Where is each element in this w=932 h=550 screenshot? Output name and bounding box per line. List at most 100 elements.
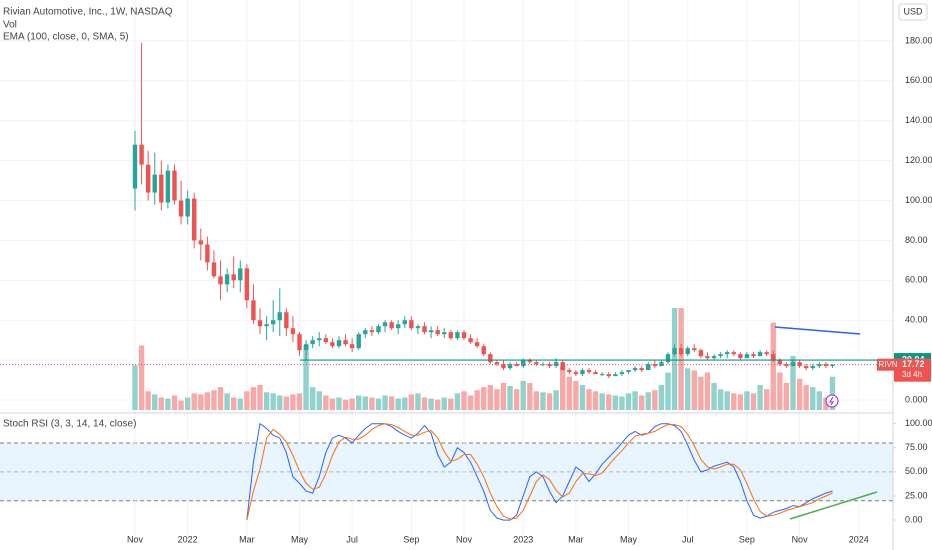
plot <box>0 42 893 521</box>
candle-body <box>599 374 605 376</box>
candle-body <box>665 354 671 363</box>
grid <box>0 0 893 538</box>
volume-bar <box>711 382 717 410</box>
candle-body <box>672 348 677 355</box>
candle-body <box>238 268 243 281</box>
volume-bar <box>790 355 796 410</box>
volume-bar <box>290 394 296 410</box>
volume-bar <box>750 393 757 410</box>
volume-bar <box>553 390 559 410</box>
currency-box[interactable] <box>898 3 928 21</box>
x-tick-label: 2024 <box>849 534 869 544</box>
volume-bar <box>138 345 145 410</box>
volume-bar <box>382 395 388 410</box>
candle-body <box>521 360 526 367</box>
trend-line <box>789 491 878 520</box>
volume-bar <box>263 392 270 410</box>
candle-body <box>198 240 203 245</box>
volume-bar <box>546 393 553 410</box>
candle-body <box>507 364 513 369</box>
chart-title: Rivian Automotive, Inc., 1W, NASDAQ <box>3 7 173 18</box>
symbol-box <box>877 358 899 371</box>
candle-body <box>632 368 638 371</box>
event-icon-bolt <box>829 396 834 406</box>
axes: 0.00020.0040.0060.0080.00100.00120.00140… <box>127 35 932 544</box>
volume-bar <box>224 393 230 410</box>
volume-bar <box>586 389 592 410</box>
volume-bar <box>632 391 638 410</box>
candle-body <box>725 352 730 355</box>
trend-line <box>774 326 861 335</box>
volume-bar <box>434 399 441 410</box>
candle-body <box>389 322 394 329</box>
candle-body <box>172 170 177 201</box>
candle-body <box>415 326 421 329</box>
stoch-line <box>246 423 833 521</box>
volume-bar <box>283 396 290 410</box>
volume-bar <box>184 397 191 410</box>
volume-bar <box>763 389 770 410</box>
x-tick-label: Mar <box>239 534 255 544</box>
y-tick-label: 50.00 <box>905 466 928 476</box>
volume-bar <box>349 398 355 410</box>
volume-bar <box>158 397 165 410</box>
currency: USD <box>903 6 923 16</box>
candle-body <box>744 354 750 359</box>
candle-body <box>448 332 454 339</box>
candle-body <box>264 324 269 327</box>
candle-body <box>751 354 756 357</box>
volume-bar <box>316 391 322 410</box>
volume-bar <box>560 366 566 410</box>
volume-bar <box>395 398 401 410</box>
volume-bar <box>369 397 375 410</box>
candle-body <box>152 174 157 193</box>
x-tick-label: Nov <box>792 534 809 544</box>
candle-body <box>330 342 335 347</box>
volume-bar <box>309 387 316 410</box>
volume-bar <box>448 398 454 410</box>
volume-bar <box>698 376 704 410</box>
volume-bar <box>757 385 763 410</box>
volume-bar <box>823 397 829 410</box>
volume-bar <box>803 385 809 410</box>
volume-bar <box>796 378 803 410</box>
volume-bar <box>270 393 276 410</box>
candle-body <box>363 330 368 335</box>
volume-bar <box>303 345 309 410</box>
candle-body <box>343 340 348 345</box>
x-tick-label: Mar <box>568 534 584 544</box>
candle-body <box>494 362 500 365</box>
candle-body <box>771 354 776 361</box>
volume-bar <box>211 390 217 410</box>
x-tick-label: May <box>620 534 638 544</box>
candle-body <box>159 174 164 203</box>
volume-bar <box>474 390 480 410</box>
candle-body <box>540 364 546 366</box>
volume-bar <box>132 365 138 410</box>
candle-body <box>297 334 302 351</box>
volume-bar <box>744 391 750 410</box>
candle-body <box>284 312 289 329</box>
x-tick-label: 2023 <box>513 534 533 544</box>
candle-body <box>165 170 171 203</box>
volume-bar <box>204 392 211 410</box>
candle-body <box>678 348 684 355</box>
candle-body <box>698 350 704 357</box>
candle-body <box>738 354 743 359</box>
candle-body <box>132 144 138 189</box>
candle-body <box>185 198 190 217</box>
candle-body <box>310 340 315 345</box>
event-icon[interactable] <box>825 394 839 408</box>
candle-body <box>257 320 263 327</box>
indicator-label: Stoch RSI (3, 3, 14, 14, close) <box>3 419 136 430</box>
candle-body <box>369 330 375 333</box>
volume-bar <box>527 382 533 410</box>
candle-body <box>178 200 184 217</box>
volume-bar <box>171 395 178 410</box>
volume-bar <box>257 385 263 410</box>
candle-body <box>461 332 467 339</box>
volume-bar <box>645 392 651 410</box>
volume-bar <box>231 397 237 410</box>
candle-body <box>685 348 690 355</box>
